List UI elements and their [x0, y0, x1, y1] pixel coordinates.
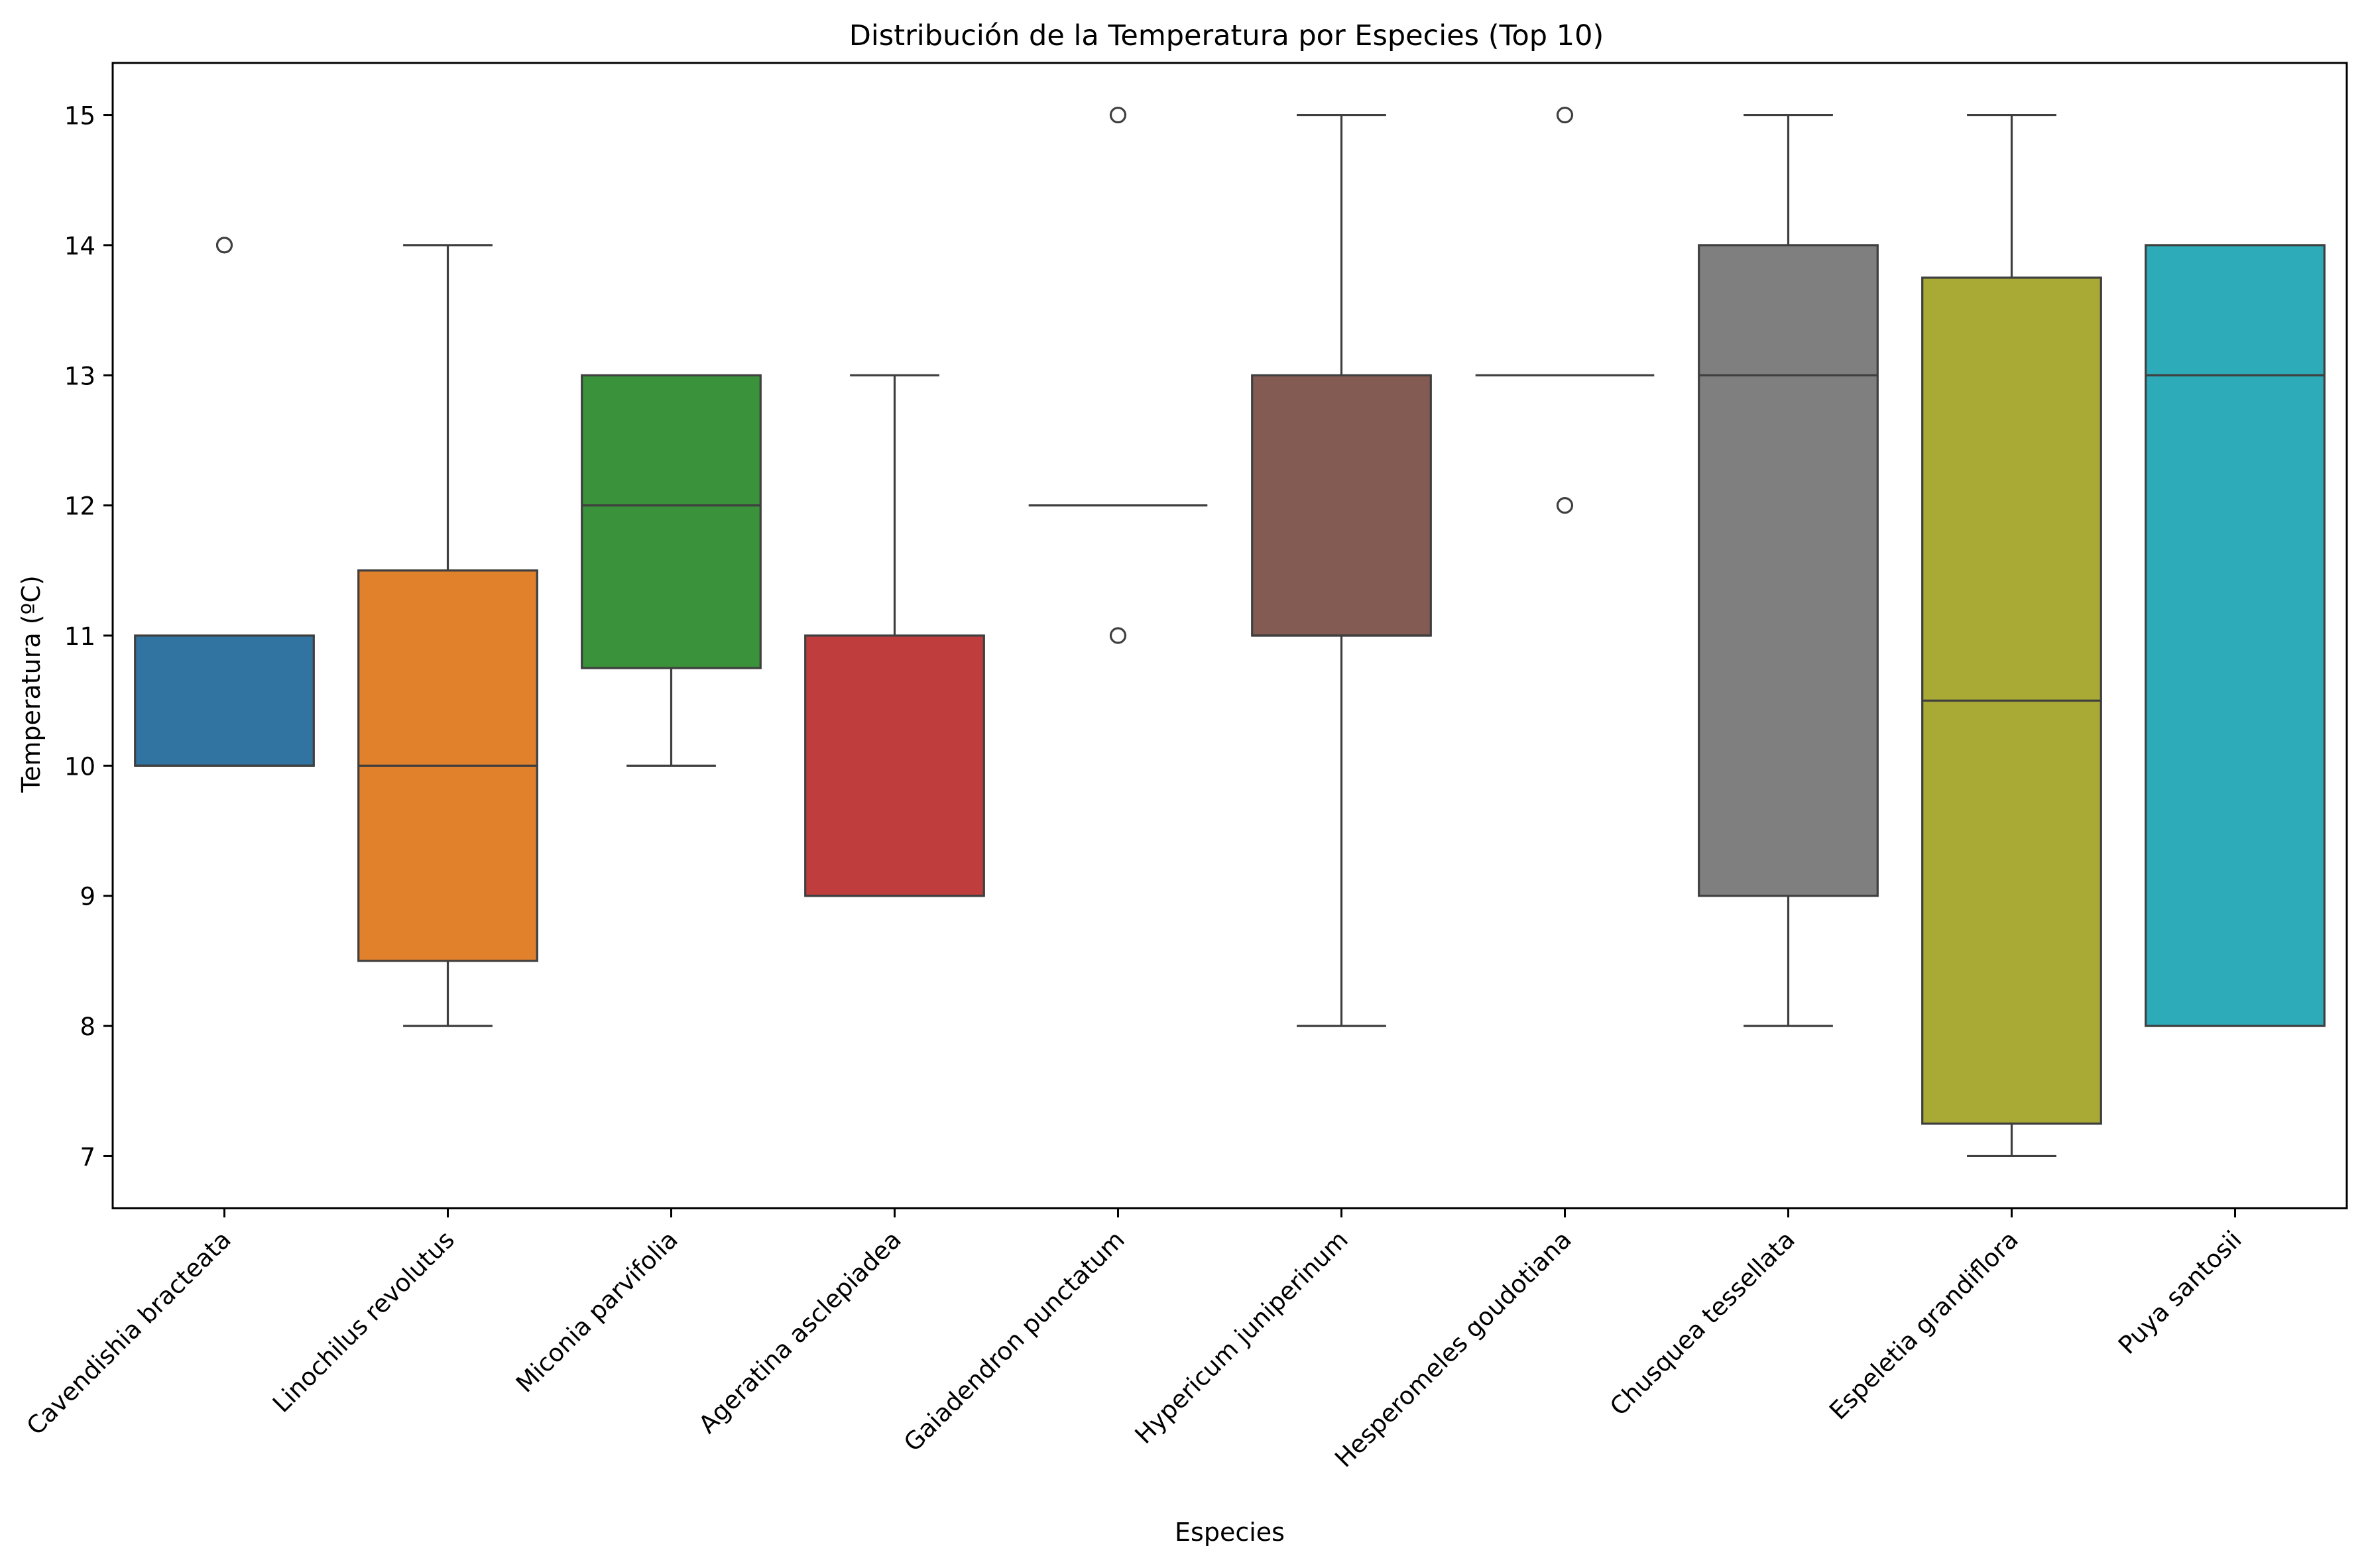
y-axis-label: Temperatura (ºC): [17, 575, 46, 793]
x-tick-label: Cavendishia bracteata: [21, 1225, 237, 1441]
y-tick-label: 7: [80, 1143, 95, 1171]
box: [804, 634, 985, 897]
y-tick-label: 14: [64, 232, 95, 260]
x-tick-label: Miconia parvifolia: [510, 1225, 683, 1398]
outlier-point: [1556, 106, 1574, 124]
y-tick-label: 11: [64, 622, 95, 651]
box: [581, 374, 762, 669]
x-tick-label: Espeletia grandiflora: [1824, 1225, 2024, 1426]
chart-title: Distribución de la Temperatura por Espec…: [849, 19, 1604, 52]
outlier-point: [1556, 497, 1574, 514]
plot-area: 7 8 9 10 11 12 13 14 15 Cavendishia bracteata Lino…: [21, 62, 2348, 1473]
y-tick-label: 10: [64, 752, 95, 781]
outlier-point: [1109, 106, 1127, 124]
x-axis-label: Especies: [1175, 1518, 1285, 1547]
box: [2145, 244, 2326, 1027]
box: [1698, 244, 1879, 897]
x-tick-label: Linochilus revolutus: [267, 1225, 460, 1418]
outlier-point: [215, 237, 233, 254]
y-tick-label: 15: [64, 102, 95, 131]
box: [134, 634, 315, 767]
outlier-point: [1109, 627, 1127, 644]
box: [1251, 374, 1432, 637]
x-tick-label: Hypericum juniperinum: [1130, 1225, 1354, 1449]
y-tick-label: 12: [64, 492, 95, 521]
x-tick-label: Puya santosii: [2113, 1225, 2247, 1360]
x-tick-label: Gaiadendron punctatum: [898, 1225, 1130, 1457]
y-tick-label: 9: [80, 883, 95, 911]
y-tick-label: 13: [64, 362, 95, 390]
x-tick-label: Hesperomeles goudotiana: [1329, 1225, 1577, 1473]
y-tick-label: 8: [80, 1013, 95, 1041]
x-tick-label: Chusquea tessellata: [1604, 1225, 1801, 1422]
x-tick-label: Ageratina asclepiadea: [693, 1225, 907, 1439]
